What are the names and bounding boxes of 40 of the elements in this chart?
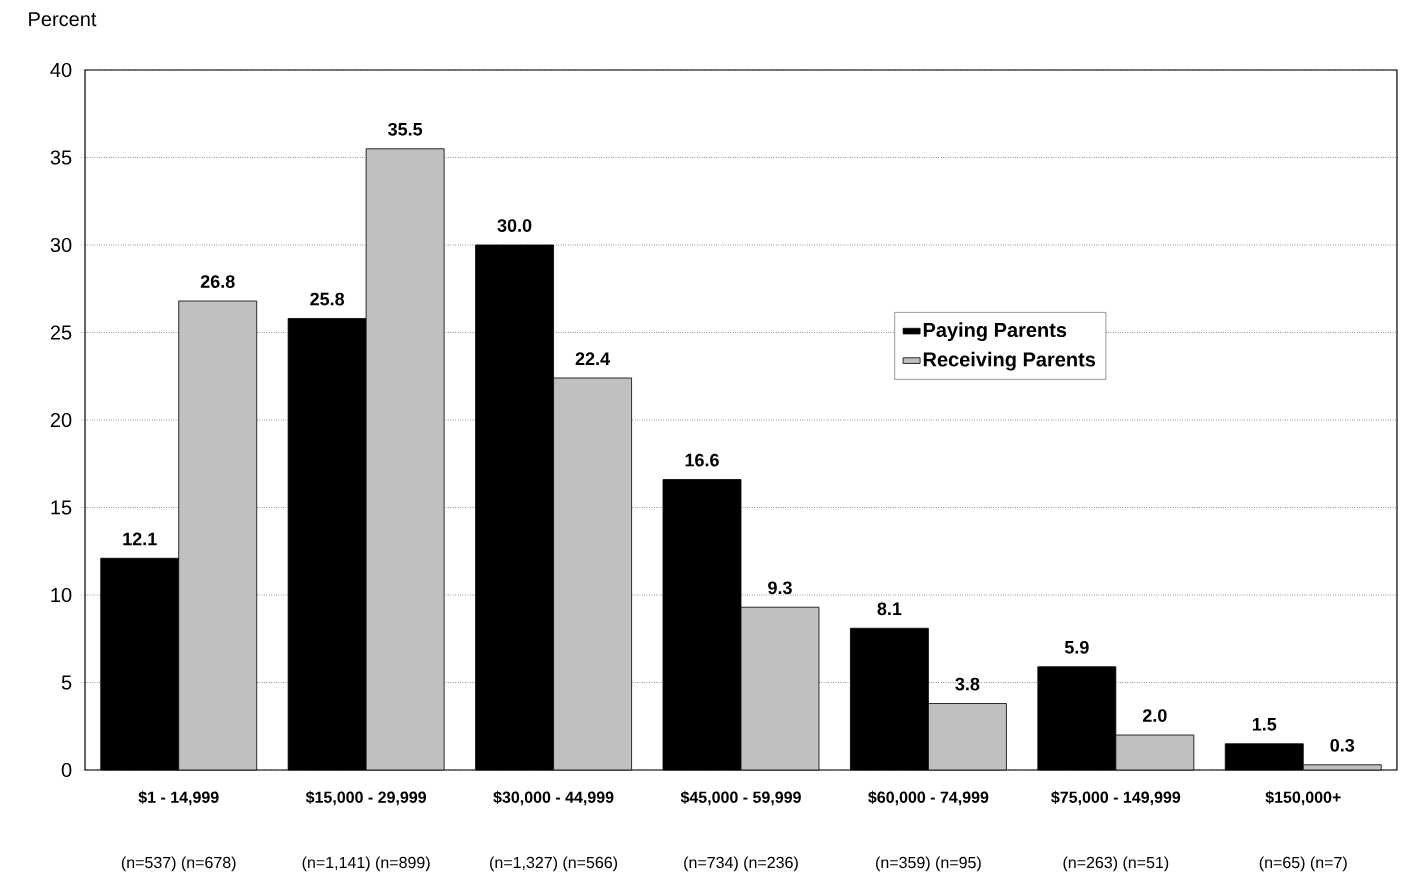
data-label: 26.8: [200, 275, 235, 288]
y-tick-label: 40: [50, 62, 72, 78]
x-tick-label: $75,000 - 149,999: [1051, 790, 1181, 806]
y-tick-label: 0: [61, 762, 72, 778]
data-label: 5.9: [1064, 640, 1089, 654]
data-label: 12.1: [123, 532, 157, 546]
text: (n=734) (n=236): [684, 856, 798, 872]
data-label: 16.6: [685, 453, 719, 467]
x-tick-label: $30,000 - 44,999: [493, 790, 614, 806]
data-label: 2.0: [1142, 709, 1167, 722]
x-tick-label: $15,000 - 29,999: [305, 790, 427, 806]
y-tick-label: 20: [50, 412, 72, 428]
data-label: 1.5: [1252, 718, 1277, 731]
y-tick-label: 25: [50, 325, 72, 340]
data-label: 8.1: [877, 602, 902, 616]
data-label: 3.8: [955, 677, 980, 691]
text: (n=65) (n=7): [1259, 856, 1347, 872]
x-tick-label: $60,000 - 74,999: [868, 790, 989, 806]
data-label: 22.4: [575, 352, 610, 365]
data-label: 0.3: [1330, 738, 1355, 752]
text: (n=1,141) (n=899): [302, 856, 430, 872]
text: (n=263) (n=51): [1063, 856, 1169, 872]
y-tick-label: 10: [51, 587, 72, 603]
x-tick-label: $1 - 14,999: [138, 790, 219, 806]
y-tick-label: 35: [50, 150, 72, 165]
text: (n=537) (n=678): [121, 856, 236, 872]
y-axis-title: Percent: [29, 12, 97, 27]
legend-label: Paying Parents: [923, 322, 1067, 342]
text: (n=1,327) (n=566): [490, 856, 618, 872]
x-tick-label: $45,000 - 59,999: [680, 790, 801, 806]
x-tick-label: $150,000+: [1265, 790, 1341, 806]
data-label: 30.0: [497, 219, 532, 232]
y-tick-label: 15: [51, 500, 72, 515]
y-tick-label: 30: [50, 237, 72, 253]
text: (n=359) (n=95): [876, 856, 981, 872]
data-label: 25.8: [310, 292, 345, 306]
data-label: 35.5: [388, 122, 423, 136]
data-label: 9.3: [768, 581, 792, 595]
legend-label: Receiving Parents: [923, 351, 1096, 371]
y-tick-label: 5: [61, 675, 72, 690]
